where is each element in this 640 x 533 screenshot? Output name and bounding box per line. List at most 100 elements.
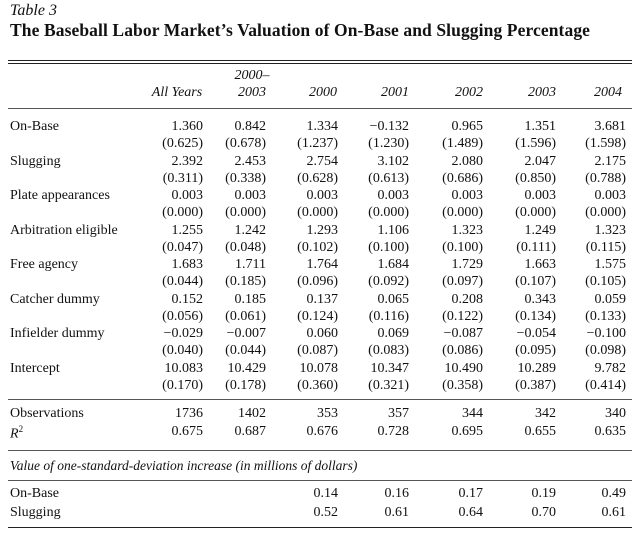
se-cell: (0.044): [162, 274, 203, 289]
coef-cell: 1.684: [377, 257, 410, 272]
se-cell: (0.358): [442, 377, 483, 393]
se-cell: (0.000): [585, 205, 626, 220]
coef-cell: 1.293: [306, 222, 339, 238]
coef-cell: 1.106: [377, 222, 410, 238]
column-header: 2002: [455, 85, 483, 100]
coef-cell: 0.152: [171, 291, 204, 307]
se-cell: (0.047): [162, 239, 203, 255]
coef-cell: 1.323: [451, 222, 484, 238]
value-row-label: On-Base: [10, 486, 59, 501]
column-header: 2004: [594, 85, 622, 100]
header-rule: [8, 108, 632, 109]
se-cell: (0.628): [297, 170, 338, 186]
coef-cell: 2.175: [594, 153, 627, 169]
se-cell: (1.237): [297, 136, 338, 151]
value-row-label: Slugging: [10, 505, 61, 520]
table-title: The Baseball Labor Market’s Valuation of…: [10, 20, 591, 40]
coef-cell: 1.334: [306, 119, 339, 134]
se-cell: (0.040): [162, 343, 203, 358]
se-cell: (1.489): [442, 136, 483, 151]
coef-cell: 1.764: [306, 257, 339, 272]
stat-cell: 1736: [175, 406, 203, 421]
coef-cell: 1.351: [524, 119, 557, 134]
stat-cell: 0.728: [377, 424, 410, 439]
row-label: Catcher dummy: [10, 291, 100, 307]
se-cell: (0.133): [585, 308, 626, 324]
value-cell: 0.17: [458, 486, 484, 501]
se-cell: (0.178): [225, 377, 266, 393]
coef-cell: 2.453: [234, 153, 267, 169]
se-cell: (1.596): [515, 136, 556, 151]
se-cell: (0.338): [225, 170, 266, 186]
value-cell: 0.14: [313, 486, 339, 501]
coef-cell: 10.429: [227, 360, 267, 376]
se-cell: (0.102): [297, 239, 338, 255]
coef-cell: −0.100: [586, 326, 626, 341]
stat-cell: 0.695: [451, 424, 484, 439]
coef-cell: 2.392: [171, 153, 204, 169]
column-header: 2000– 2003: [234, 68, 270, 100]
coef-cell: 0.965: [451, 119, 484, 134]
stat-cell: 353: [317, 406, 338, 421]
stat-cell: 344: [462, 406, 483, 421]
value-subheading: Value of one-standard-deviation increase…: [10, 458, 358, 473]
stat-label: Observations: [10, 406, 84, 421]
se-cell: (0.092): [368, 274, 409, 289]
se-cell: (0.107): [515, 274, 556, 289]
se-cell: (0.360): [297, 377, 338, 393]
coef-cell: 0.003: [451, 188, 484, 203]
coef-cell: 0.003: [524, 188, 557, 203]
se-cell: (0.678): [225, 136, 266, 151]
coef-cell: 0.208: [451, 291, 484, 307]
coef-cell: 2.754: [306, 153, 339, 169]
coef-cell: 0.003: [377, 188, 410, 203]
row-label: Plate appearances: [10, 188, 110, 203]
coef-cell: 10.083: [164, 360, 204, 376]
coef-cell: 10.490: [444, 360, 484, 376]
se-cell: (0.115): [585, 239, 626, 255]
coef-cell: 10.289: [517, 360, 557, 376]
coef-cell: 1.729: [451, 257, 484, 272]
bottom-rule: [8, 527, 632, 528]
se-cell: (0.185): [225, 274, 266, 289]
row-label: Intercept: [10, 360, 60, 376]
coef-cell: −0.029: [163, 326, 203, 341]
value-cell: 0.61: [384, 505, 410, 520]
se-cell: (0.087): [297, 343, 338, 358]
value-cell: 0.64: [458, 505, 484, 520]
se-cell: (0.100): [442, 239, 483, 255]
column-header: 2000: [309, 85, 337, 100]
coef-cell: −0.132: [369, 119, 409, 134]
coef-cell: 0.343: [524, 291, 557, 307]
table-label: Table 3: [10, 2, 57, 19]
value-rule: [8, 480, 632, 481]
coef-cell: 10.347: [370, 360, 410, 376]
coef-cell: −0.007: [226, 326, 266, 341]
se-cell: (0.086): [442, 343, 483, 358]
se-cell: (0.083): [368, 343, 409, 358]
se-cell: (0.098): [585, 343, 626, 358]
stat-cell: 0.655: [524, 424, 557, 439]
coef-cell: 0.003: [594, 188, 627, 203]
coef-cell: −0.087: [443, 326, 483, 341]
se-cell: (0.044): [225, 343, 266, 358]
se-cell: (0.100): [368, 239, 409, 255]
se-cell: (0.095): [515, 343, 556, 358]
stat-cell: 0.675: [171, 424, 204, 439]
se-cell: (0.056): [162, 308, 203, 324]
coef-cell: 0.137: [306, 291, 339, 307]
se-cell: (0.111): [516, 239, 556, 255]
se-cell: (0.311): [162, 170, 203, 186]
value-cell: 0.61: [601, 505, 627, 520]
se-cell: (0.000): [442, 205, 483, 220]
coef-cell: 0.069: [377, 326, 410, 341]
coef-cell: 0.059: [594, 291, 627, 307]
stats-rule: [8, 399, 632, 400]
coef-cell: 1.711: [235, 257, 266, 272]
coef-cell: 3.102: [377, 153, 410, 169]
se-cell: (0.048): [225, 239, 266, 255]
stat-cell: 342: [535, 406, 556, 421]
se-cell: (0.613): [368, 170, 409, 186]
coef-cell: 1.575: [594, 257, 627, 272]
